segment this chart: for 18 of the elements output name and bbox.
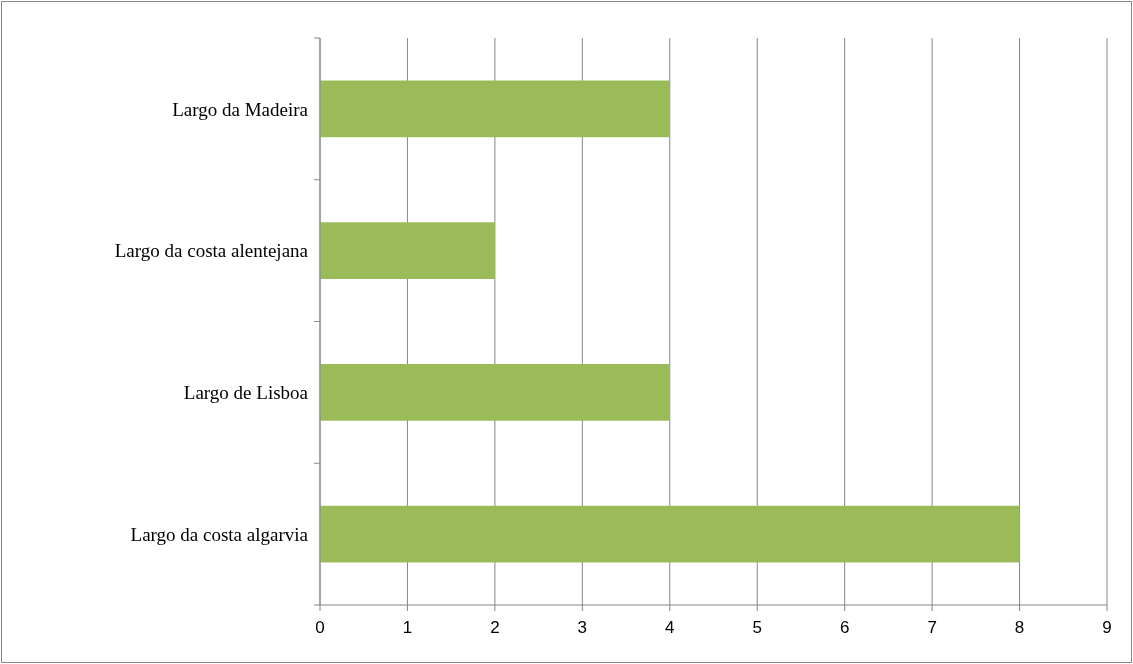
bar — [320, 222, 495, 279]
y-tick-label: Largo da costa alentejana — [114, 240, 309, 262]
y-tick-label: Largo de Lisboa — [183, 382, 309, 404]
x-tick-label: 2 — [490, 618, 500, 637]
x-tick-label: 4 — [665, 618, 675, 637]
x-tick-label: 9 — [1102, 618, 1112, 637]
bar — [320, 505, 1020, 563]
y-tick-label: Largo da costa algarvia — [130, 523, 309, 545]
x-tick-label: 5 — [752, 618, 762, 637]
x-tick-label: 3 — [577, 618, 588, 637]
y-tick-label: Largo da Madeira — [172, 98, 309, 120]
x-tick-label: 8 — [1014, 618, 1025, 637]
x-tick-label: 6 — [839, 618, 850, 637]
bar — [320, 80, 670, 138]
x-tick-label: 1 — [402, 618, 413, 637]
x-tick-label: 0 — [315, 618, 325, 637]
x-tick-label: 7 — [927, 618, 937, 637]
bar — [320, 364, 670, 421]
